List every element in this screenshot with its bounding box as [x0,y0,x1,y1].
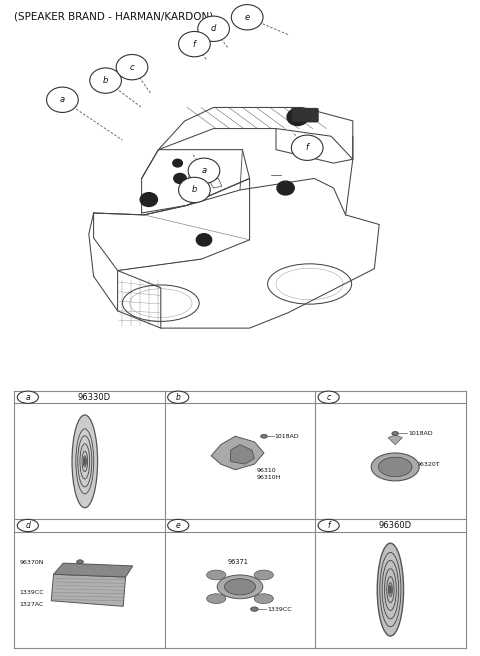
Circle shape [196,234,212,246]
Text: e: e [245,12,250,22]
Text: 1018AD: 1018AD [275,434,299,439]
Text: (SPEAKER BRAND - HARMAN/KARDON): (SPEAKER BRAND - HARMAN/KARDON) [14,12,214,22]
Text: 96360D: 96360D [379,521,412,530]
Circle shape [174,173,186,184]
Circle shape [17,391,38,403]
Circle shape [168,520,189,531]
Ellipse shape [371,453,419,481]
Circle shape [179,31,210,57]
Ellipse shape [224,579,255,595]
Polygon shape [51,574,126,606]
Ellipse shape [378,457,412,477]
Text: b: b [192,186,197,194]
Circle shape [17,520,38,531]
Circle shape [291,135,323,161]
Ellipse shape [217,575,263,599]
Circle shape [140,193,157,207]
Text: a: a [25,393,30,401]
Ellipse shape [207,594,226,604]
Circle shape [47,87,78,112]
Polygon shape [54,563,133,577]
Text: a: a [202,166,206,175]
Text: c: c [130,63,134,72]
Circle shape [318,520,339,531]
Circle shape [277,181,294,195]
Circle shape [318,391,339,403]
Ellipse shape [72,415,97,508]
Text: 1339CC: 1339CC [19,590,44,595]
Ellipse shape [84,458,86,465]
Circle shape [173,159,182,167]
Ellipse shape [207,570,226,580]
Text: 96371: 96371 [228,558,249,565]
Circle shape [392,432,398,436]
Circle shape [90,68,121,93]
Text: f: f [193,39,196,49]
Text: a: a [60,95,65,104]
Polygon shape [211,436,264,470]
Text: b: b [103,76,108,85]
Circle shape [261,434,267,438]
Text: 96320T: 96320T [417,462,441,466]
Text: e: e [176,521,180,530]
Polygon shape [388,435,402,445]
Text: 1018AD: 1018AD [408,431,433,436]
Text: f: f [327,521,330,530]
Polygon shape [230,445,254,464]
Circle shape [116,54,148,80]
Text: d: d [25,521,30,530]
Text: 1339CC: 1339CC [267,607,292,611]
Circle shape [188,158,220,184]
Circle shape [231,5,263,30]
Ellipse shape [389,585,392,594]
Ellipse shape [254,594,273,604]
Text: 96310
96310H: 96310 96310H [257,468,281,480]
Circle shape [179,177,210,203]
Text: c: c [326,393,331,401]
Text: d: d [211,24,216,33]
Circle shape [287,109,308,125]
Text: 96370N: 96370N [19,560,44,565]
Circle shape [198,16,229,41]
Text: b: b [176,393,180,401]
Text: 96330D: 96330D [78,393,111,401]
Ellipse shape [377,543,404,636]
Text: f: f [306,143,309,152]
Circle shape [168,391,189,403]
Ellipse shape [254,570,273,580]
FancyBboxPatch shape [291,108,318,122]
Circle shape [77,560,84,564]
Circle shape [251,607,258,611]
Text: 1327AC: 1327AC [19,602,44,607]
